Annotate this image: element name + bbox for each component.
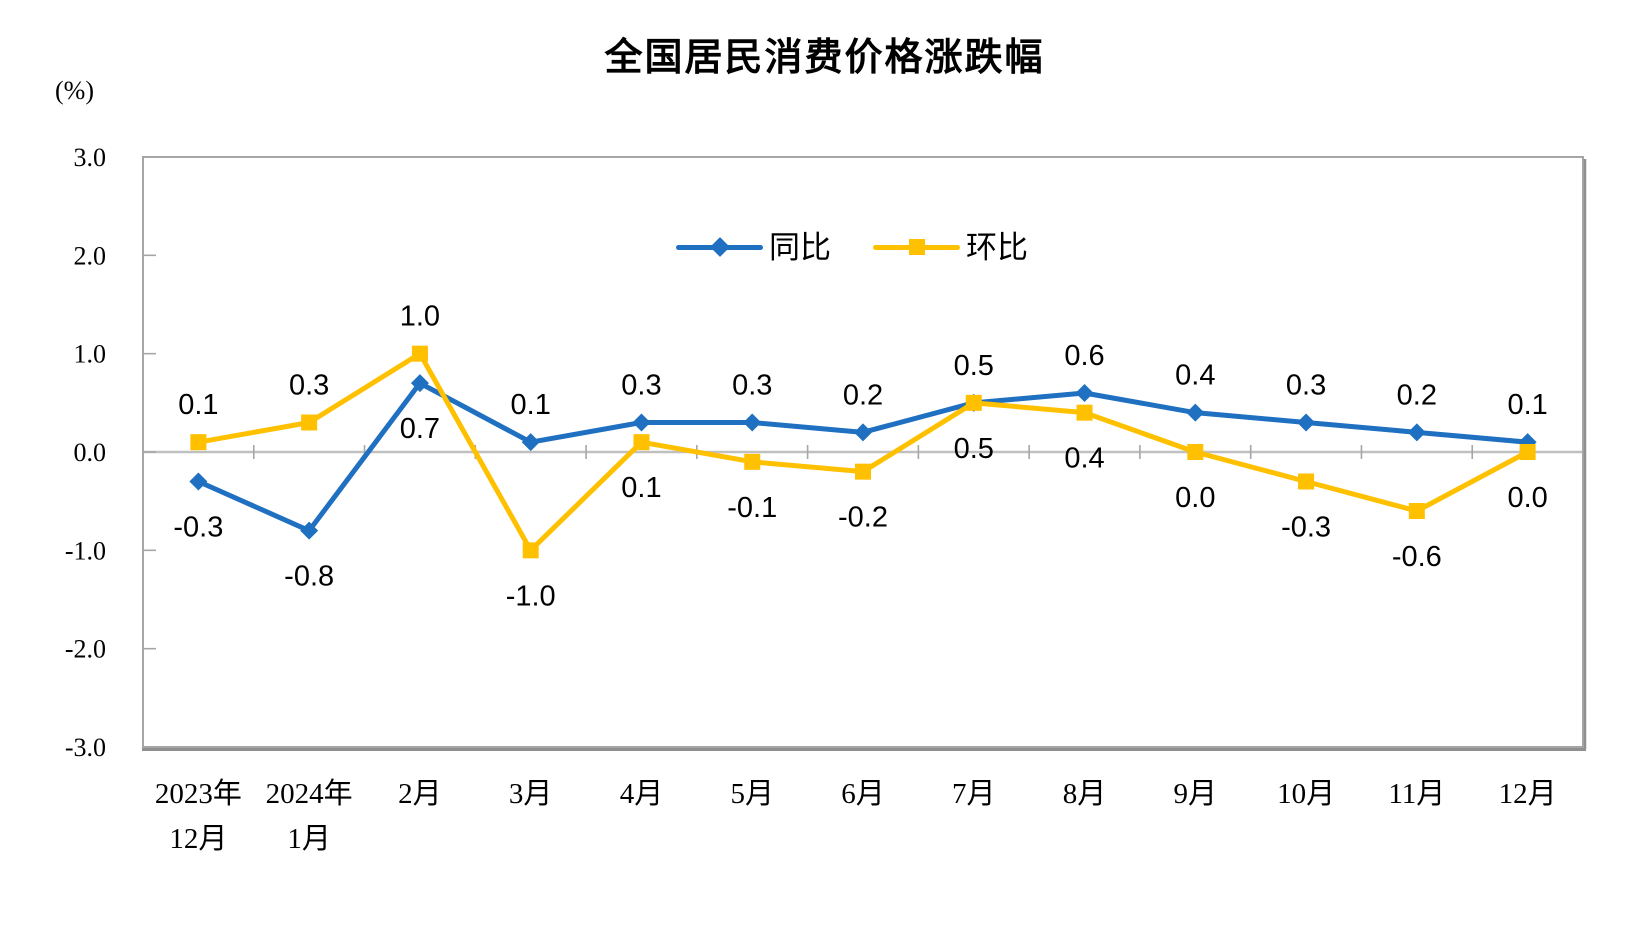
diamond-marker-icon	[709, 237, 730, 257]
data-point-yoy	[521, 433, 540, 452]
x-tick-label: 9月	[1174, 778, 1218, 810]
x-tick-label: 7月	[952, 778, 996, 810]
legend-label-mom: 环比	[966, 229, 1028, 265]
data-label-yoy: 0.5	[954, 350, 994, 382]
data-label-yoy: 0.4	[1175, 360, 1215, 392]
data-point-mom	[1076, 404, 1093, 421]
data-point-yoy	[300, 521, 319, 540]
x-tick-label: 3月	[509, 778, 553, 810]
data-label-yoy: 0.3	[621, 370, 661, 402]
legend-item-mom: 环比	[873, 232, 1028, 263]
data-point-mom	[855, 463, 871, 480]
chart-title: 全国居民消费价格涨跌幅	[604, 37, 1045, 79]
legend: 同比 环比	[676, 226, 1028, 268]
data-label-yoy: -0.3	[173, 512, 223, 544]
x-tick-label: 4月	[620, 778, 664, 810]
x-tick-label: 2024年	[266, 777, 353, 810]
data-point-yoy	[189, 472, 208, 491]
data-point-mom	[301, 414, 318, 431]
y-tick-label: -3.0	[65, 733, 106, 762]
data-label-yoy: 0.7	[400, 413, 440, 445]
data-label-mom: -1.0	[506, 580, 556, 612]
y-tick-label: -2.0	[65, 635, 106, 664]
data-point-mom	[633, 434, 650, 451]
mom-line-swatch	[873, 239, 960, 255]
y-tick-label: 3.0	[74, 143, 107, 172]
data-point-yoy	[743, 413, 762, 432]
data-label-yoy: 0.3	[1286, 370, 1326, 402]
data-point-mom	[522, 542, 539, 559]
y-axis-unit-label: (%)	[55, 76, 94, 105]
x-tick-label: 1月	[287, 823, 331, 855]
data-label-yoy: 0.1	[511, 389, 551, 421]
data-label-mom: 0.1	[621, 472, 661, 504]
data-point-yoy	[1186, 403, 1205, 422]
data-label-mom: 0.3	[289, 370, 329, 402]
x-tick-label: 10月	[1277, 778, 1335, 810]
data-point-mom	[1408, 503, 1425, 519]
data-point-mom	[411, 345, 428, 362]
y-tick-label: -1.0	[65, 536, 106, 565]
data-label-mom: -0.2	[838, 502, 888, 534]
data-label-mom: -0.6	[1392, 541, 1442, 573]
data-point-yoy	[854, 423, 872, 442]
plot-border	[142, 156, 1584, 748]
data-label-mom: 0.1	[178, 389, 218, 421]
data-point-yoy	[410, 374, 429, 393]
data-label-yoy: 0.6	[1064, 340, 1104, 372]
x-tick-label: 8月	[1063, 778, 1107, 810]
data-label-mom: 0.4	[1064, 443, 1104, 475]
x-tick-label: 5月	[730, 778, 774, 810]
data-point-mom	[1187, 444, 1204, 460]
x-tick-label: 2月	[398, 778, 442, 810]
data-label-yoy: 0.1	[1507, 389, 1547, 421]
data-point-mom	[190, 434, 207, 451]
y-tick-label: 0.0	[74, 438, 107, 467]
data-point-yoy	[1407, 423, 1426, 442]
y-tick-label: 2.0	[74, 241, 107, 270]
data-point-yoy	[1297, 413, 1316, 432]
x-tick-label: 11月	[1388, 778, 1445, 810]
x-tick-label: 12月	[1499, 778, 1557, 810]
x-tick-label: 12月	[169, 823, 227, 855]
x-tick-label: 2023年	[155, 777, 242, 810]
data-label-yoy: -0.8	[284, 561, 334, 593]
y-tick-label: 1.0	[74, 340, 107, 369]
data-label-mom: 1.0	[400, 301, 440, 333]
data-point-mom	[965, 394, 982, 411]
x-tick-label: 6月	[841, 778, 885, 810]
data-label-yoy: 0.2	[843, 379, 883, 411]
data-label-mom: -0.3	[1281, 512, 1331, 544]
data-point-yoy	[1075, 384, 1094, 402]
yoy-line-swatch	[676, 237, 763, 257]
legend-item-yoy: 同比	[676, 232, 831, 263]
square-marker-icon	[908, 239, 925, 255]
data-point-mom	[744, 453, 761, 470]
legend-label-yoy: 同比	[769, 229, 831, 265]
data-label-mom: 0.5	[954, 433, 994, 465]
data-label-yoy: 0.2	[1397, 379, 1437, 411]
data-label-yoy: 0.3	[732, 370, 772, 402]
data-point-mom	[1298, 473, 1315, 490]
data-point-mom	[1519, 444, 1536, 460]
data-label-mom: 0.0	[1175, 482, 1215, 514]
data-label-mom: -0.1	[727, 492, 777, 524]
data-point-yoy	[632, 413, 651, 432]
data-label-mom: 0.0	[1507, 482, 1547, 514]
